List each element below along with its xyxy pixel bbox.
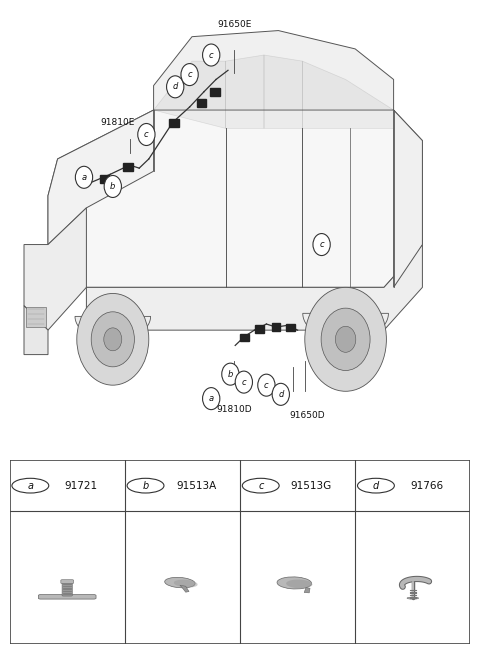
Text: c: c [264,380,269,390]
Polygon shape [180,585,189,592]
Circle shape [12,478,49,493]
Bar [100,175,109,183]
Text: d: d [172,82,178,91]
Text: a: a [82,173,86,182]
Circle shape [75,166,93,189]
Polygon shape [154,31,394,128]
Text: 91766: 91766 [410,481,443,491]
Text: 91513A: 91513A [176,481,216,491]
Polygon shape [154,61,226,128]
Circle shape [203,388,220,409]
Text: c: c [187,70,192,79]
Text: d: d [373,481,379,491]
FancyBboxPatch shape [61,579,73,583]
Circle shape [127,478,164,493]
Polygon shape [75,317,151,340]
Bar [210,88,220,96]
Text: 91810E: 91810E [100,118,135,127]
Polygon shape [303,313,388,340]
Circle shape [272,383,289,405]
Text: d: d [278,390,284,399]
Circle shape [321,308,370,371]
Ellipse shape [165,578,195,588]
Circle shape [336,327,356,352]
Circle shape [258,374,275,396]
Circle shape [77,294,149,385]
Text: c: c [209,51,214,60]
FancyBboxPatch shape [62,582,72,596]
Circle shape [313,233,330,256]
Polygon shape [24,208,86,330]
Ellipse shape [174,579,198,587]
Text: a: a [209,394,214,403]
Circle shape [203,44,220,66]
Circle shape [138,124,155,145]
FancyBboxPatch shape [10,460,470,644]
Polygon shape [26,307,46,327]
Bar [255,325,264,332]
Text: c: c [319,240,324,249]
Text: b: b [228,370,233,378]
Polygon shape [86,244,422,330]
Bar [123,163,133,171]
Polygon shape [302,61,394,128]
Ellipse shape [286,579,312,588]
Text: c: c [144,130,149,139]
Polygon shape [394,110,422,287]
Circle shape [167,76,184,98]
Text: 91721: 91721 [64,481,97,491]
Bar [197,99,206,107]
Ellipse shape [277,577,312,589]
Polygon shape [226,55,264,128]
Circle shape [91,312,134,367]
Circle shape [104,328,122,351]
Text: c: c [258,481,264,491]
Circle shape [305,287,386,392]
Text: 91513G: 91513G [291,481,332,491]
Bar [272,323,280,330]
Polygon shape [264,55,302,128]
Circle shape [104,175,121,198]
Text: 91810D: 91810D [216,405,252,414]
Text: a: a [27,481,33,491]
Polygon shape [304,587,310,593]
Circle shape [242,478,279,493]
Bar [286,324,295,331]
Circle shape [358,478,395,493]
Bar [169,119,179,127]
Text: 91650D: 91650D [289,411,325,420]
Polygon shape [48,110,154,244]
Text: b: b [143,481,149,491]
Text: b: b [110,182,116,191]
Text: 91650E: 91650E [217,20,252,29]
Ellipse shape [407,597,419,599]
Circle shape [222,363,239,385]
Bar [240,334,249,341]
Circle shape [181,64,198,85]
Polygon shape [24,306,48,355]
FancyBboxPatch shape [38,595,96,599]
Text: c: c [241,378,246,386]
Polygon shape [48,110,422,287]
Circle shape [235,371,252,393]
